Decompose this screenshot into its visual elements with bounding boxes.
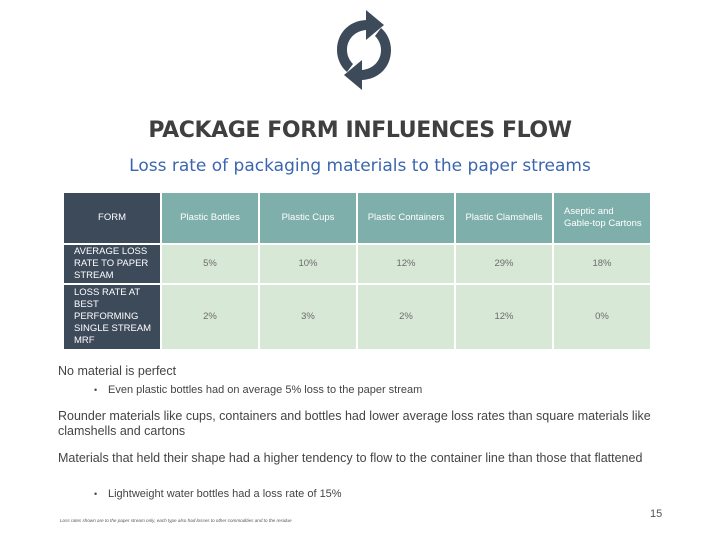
body-line-no-material: No material is perfect — [58, 364, 177, 378]
body-line-rounder: Rounder materials like cups, containers … — [58, 409, 651, 438]
footnote: Loss rates shown are to the paper stream… — [60, 518, 292, 523]
table-row: AVERAGE LOSS RATE TO PAPER STREAM 5% 10%… — [64, 245, 650, 284]
table-column-header: Plastic Bottles — [162, 193, 258, 243]
slide-subtitle: Loss rate of packaging materials to the … — [129, 156, 591, 176]
body-line-shape: Materials that held their shape had a hi… — [58, 451, 643, 465]
table-cell: 29% — [456, 245, 552, 284]
page-number: 15 — [650, 508, 663, 520]
table-row: LOSS RATE AT BEST PERFORMING SINGLE STRE… — [64, 285, 650, 349]
table-cell: 12% — [456, 285, 552, 349]
loss-rate-table: FORM Plastic Bottles Plastic Cups Plasti… — [62, 191, 652, 351]
table-column-header: Plastic Containers — [358, 193, 454, 243]
table-corner-cell: FORM — [64, 193, 160, 243]
bullet-text: Even plastic bottles had on average 5% l… — [108, 384, 423, 396]
table-header-row: FORM Plastic Bottles Plastic Cups Plasti… — [64, 193, 650, 243]
table-row-label: LOSS RATE AT BEST PERFORMING SINGLE STRE… — [64, 285, 160, 349]
table-column-header: Plastic Cups — [260, 193, 356, 243]
table-row-label: AVERAGE LOSS RATE TO PAPER STREAM — [64, 245, 160, 284]
bullet-icon: • — [94, 489, 98, 499]
table-cell: 3% — [260, 285, 356, 349]
table-column-header: Plastic Clamshells — [456, 193, 552, 243]
bullet-text: Lightweight water bottles had a loss rat… — [108, 488, 342, 500]
table-cell: 0% — [554, 285, 650, 349]
bullet-item: • Lightweight water bottles had a loss ra… — [94, 488, 342, 500]
table-cell: 18% — [554, 245, 650, 284]
slide-title: PACKAGE FORM INFLUENCES FLOW — [148, 118, 572, 143]
table-cell: 2% — [358, 285, 454, 349]
table-cell: 5% — [162, 245, 258, 284]
table-cell: 10% — [260, 245, 356, 284]
bullet-item: • Even plastic bottles had on average 5% … — [94, 384, 422, 396]
table-cell: 12% — [358, 245, 454, 284]
bullet-icon: • — [94, 385, 98, 395]
table-cell: 2% — [162, 285, 258, 349]
table-column-header: Aseptic and Gable-top Cartons — [554, 193, 650, 243]
recycle-arrows-icon — [337, 10, 391, 90]
